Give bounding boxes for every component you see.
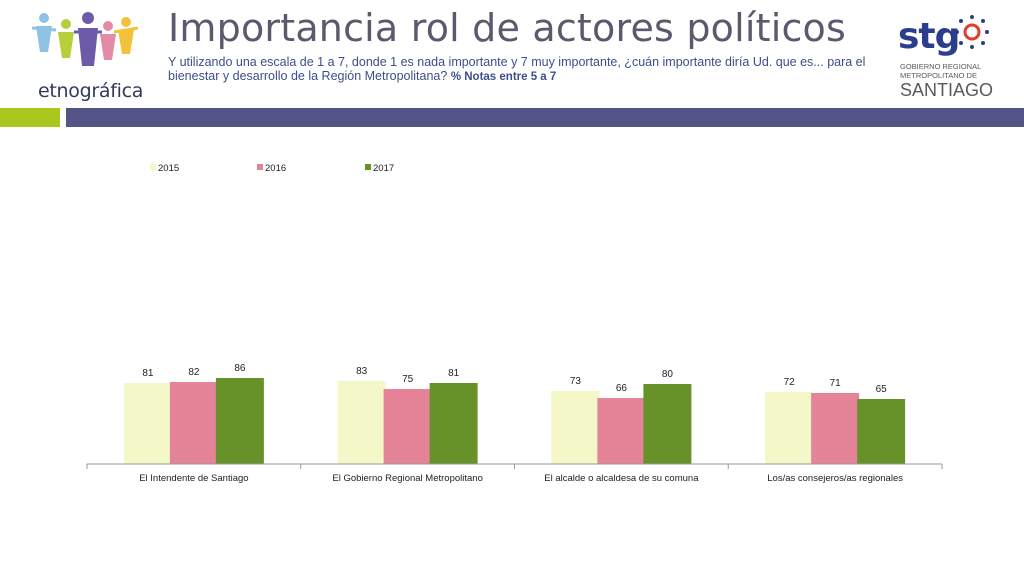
category-label-0: El Intendente de Santiago bbox=[139, 473, 248, 484]
stg-line2: METROPOLITANO DE bbox=[900, 71, 977, 80]
stg-line1: GOBIERNO REGIONAL bbox=[900, 62, 982, 71]
etnografica-logo: etnográfica bbox=[30, 10, 144, 105]
legend-label-2017: 2017 bbox=[373, 163, 394, 174]
bar-2016-0 bbox=[169, 382, 218, 464]
value-label-2016-2: 66 bbox=[616, 383, 628, 394]
legend-swatch-2017 bbox=[365, 164, 371, 170]
bar-2016-3 bbox=[811, 393, 860, 464]
page-subtitle: Y utilizando una escala de 1 a 7, donde … bbox=[168, 55, 878, 84]
category-label-3: Los/as consejeros/as regionales bbox=[767, 473, 903, 484]
value-label-2017-2: 80 bbox=[662, 369, 674, 380]
bar-2015-3 bbox=[765, 392, 814, 464]
bar-2015-2 bbox=[551, 391, 600, 464]
bar-2016-2 bbox=[597, 398, 646, 464]
bar-2017-2 bbox=[643, 384, 692, 464]
value-label-2015-0: 81 bbox=[142, 368, 154, 379]
bar-2017-1 bbox=[429, 383, 478, 464]
bar-chart: 2015 2016 2017 81 82 86 El Intendente de Santi… bbox=[86, 163, 943, 484]
category-label-1: El Gobierno Regional Metropolitano bbox=[332, 473, 483, 484]
legend-label-2015: 2015 bbox=[158, 163, 179, 174]
value-label-2015-2: 73 bbox=[570, 376, 582, 387]
value-label-2015-1: 83 bbox=[356, 366, 368, 377]
header-band-green bbox=[0, 108, 60, 127]
bar-2017-3 bbox=[857, 399, 906, 464]
stg-line3: SANTIAGO bbox=[900, 80, 994, 100]
category-label-2: El alcalde o alcaldesa de su comuna bbox=[544, 473, 699, 484]
subtitle-note: % Notas entre 5 a 7 bbox=[450, 71, 557, 83]
bar-2015-1 bbox=[337, 381, 386, 464]
bar-2017-0 bbox=[215, 378, 264, 464]
stg-brand-text: stg bbox=[898, 16, 960, 57]
value-label-2016-0: 82 bbox=[188, 367, 200, 378]
sun-icon bbox=[955, 15, 989, 49]
value-label-2015-3: 72 bbox=[784, 377, 796, 388]
legend-swatch-2016 bbox=[257, 164, 263, 170]
stg-logo: stg GOBIERNO REGIONAL METROPOLITANO DE S… bbox=[888, 10, 998, 102]
bar-2016-1 bbox=[383, 389, 432, 464]
people-figures-icon bbox=[31, 12, 139, 66]
header-band-purple bbox=[66, 108, 1024, 127]
value-label-2016-1: 75 bbox=[402, 374, 414, 385]
subtitle-question: Y utilizando una escala de 1 a 7, donde … bbox=[168, 55, 866, 83]
value-label-2017-1: 81 bbox=[448, 368, 460, 379]
value-label-2017-3: 65 bbox=[876, 384, 888, 395]
etnografica-brand-text: etnográfica bbox=[38, 80, 144, 102]
value-label-2017-0: 86 bbox=[234, 363, 246, 374]
legend-label-2016: 2016 bbox=[265, 163, 286, 174]
page-title: Importancia rol de actores políticos bbox=[168, 6, 847, 50]
legend-swatch-2015 bbox=[150, 164, 156, 170]
bar-2015-0 bbox=[123, 383, 172, 464]
value-label-2016-3: 71 bbox=[830, 378, 842, 389]
